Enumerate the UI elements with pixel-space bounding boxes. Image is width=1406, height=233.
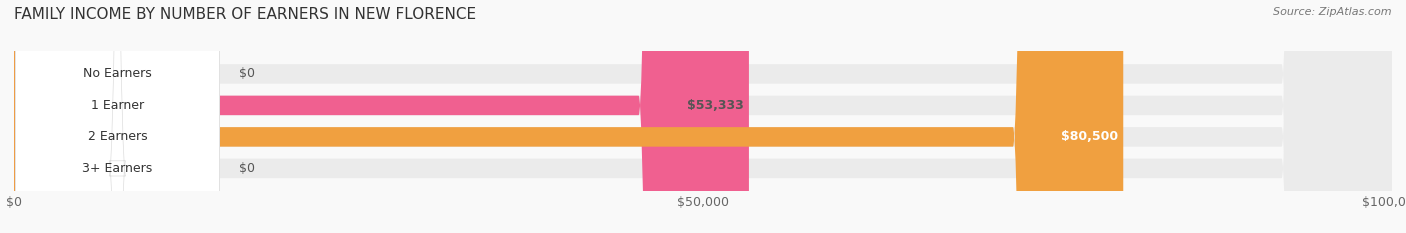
FancyBboxPatch shape bbox=[14, 0, 1392, 233]
FancyBboxPatch shape bbox=[14, 0, 1392, 233]
Text: No Earners: No Earners bbox=[83, 67, 152, 80]
FancyBboxPatch shape bbox=[15, 0, 219, 233]
Text: $0: $0 bbox=[239, 67, 254, 80]
FancyBboxPatch shape bbox=[15, 0, 219, 233]
Text: 2 Earners: 2 Earners bbox=[87, 130, 148, 143]
Text: Source: ZipAtlas.com: Source: ZipAtlas.com bbox=[1274, 7, 1392, 17]
FancyBboxPatch shape bbox=[14, 0, 1123, 233]
Text: $80,500: $80,500 bbox=[1060, 130, 1118, 143]
FancyBboxPatch shape bbox=[14, 0, 749, 233]
FancyBboxPatch shape bbox=[14, 0, 1392, 233]
Text: 1 Earner: 1 Earner bbox=[91, 99, 143, 112]
Text: $0: $0 bbox=[239, 162, 254, 175]
FancyBboxPatch shape bbox=[14, 0, 1392, 233]
FancyBboxPatch shape bbox=[15, 0, 219, 233]
FancyBboxPatch shape bbox=[15, 0, 219, 233]
Text: 3+ Earners: 3+ Earners bbox=[83, 162, 152, 175]
Text: $53,333: $53,333 bbox=[686, 99, 744, 112]
Text: FAMILY INCOME BY NUMBER OF EARNERS IN NEW FLORENCE: FAMILY INCOME BY NUMBER OF EARNERS IN NE… bbox=[14, 7, 477, 22]
